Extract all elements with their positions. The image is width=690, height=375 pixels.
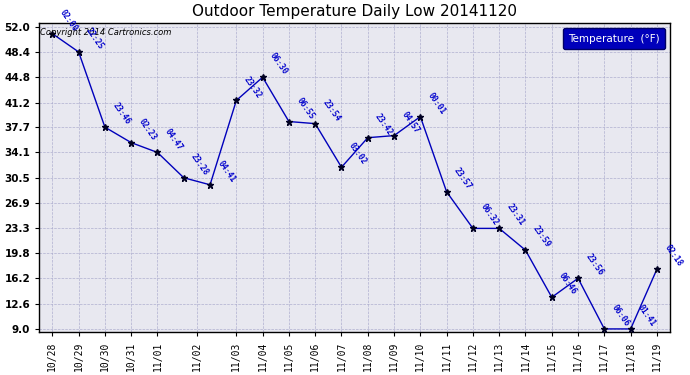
Text: Copyright 2014 Cartronics.com: Copyright 2014 Cartronics.com <box>41 28 172 37</box>
Text: 23:56: 23:56 <box>584 252 605 278</box>
Text: 06:55: 06:55 <box>295 96 316 121</box>
Text: 23:54: 23:54 <box>321 98 342 123</box>
Text: 02:18: 02:18 <box>662 243 684 268</box>
Text: 06:06: 06:06 <box>610 303 631 328</box>
Text: 23:31: 23:31 <box>505 202 526 228</box>
Text: 23:28: 23:28 <box>189 152 210 177</box>
Title: Outdoor Temperature Daily Low 20141120: Outdoor Temperature Daily Low 20141120 <box>192 4 517 19</box>
Text: 03:02: 03:02 <box>347 141 368 166</box>
Text: 23:32: 23:32 <box>242 75 264 100</box>
Text: 06:46: 06:46 <box>558 272 579 297</box>
Legend: Temperature  (°F): Temperature (°F) <box>563 28 665 49</box>
Text: 00:01: 00:01 <box>426 91 447 116</box>
Text: 04:57: 04:57 <box>400 110 421 135</box>
Text: 23:59: 23:59 <box>531 224 553 249</box>
Text: 22:25: 22:25 <box>84 26 106 51</box>
Text: 02:23: 02:23 <box>137 117 158 142</box>
Text: 01:41: 01:41 <box>636 303 658 328</box>
Text: 04:41: 04:41 <box>215 159 237 184</box>
Text: 23:42: 23:42 <box>373 112 395 137</box>
Text: 06:30: 06:30 <box>268 51 290 76</box>
Text: 02:00: 02:00 <box>58 8 79 33</box>
Text: 04:47: 04:47 <box>163 126 184 152</box>
Text: 06:32: 06:32 <box>478 202 500 228</box>
Text: 23:46: 23:46 <box>110 101 132 126</box>
Text: 23:57: 23:57 <box>452 166 473 191</box>
